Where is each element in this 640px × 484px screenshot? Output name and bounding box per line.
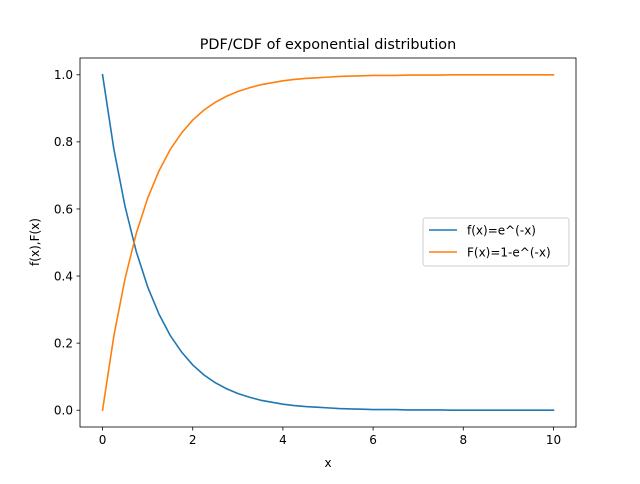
x-axis-label: x xyxy=(324,456,331,470)
y-tick-label: 0.0 xyxy=(54,404,73,418)
y-axis-label: f(x),F(x) xyxy=(28,218,42,266)
chart-title: PDF/CDF of exponential distribution xyxy=(200,37,457,53)
y-tick-label: 0.8 xyxy=(54,135,73,149)
y-tick-label: 0.6 xyxy=(54,202,73,216)
x-tick-label: 2 xyxy=(189,433,197,447)
series-line-1 xyxy=(101,73,555,412)
x-tick-label: 6 xyxy=(369,433,377,447)
x-tick-label: 8 xyxy=(459,433,467,447)
legend: f(x)=e^(-x) F(x)=1-e^(-x) xyxy=(422,217,570,267)
axes: 0 2 4 6 8 10 0.0 0.2 0.4 0.6 0.8 1.0 xyxy=(54,57,577,447)
x-tick-label: 4 xyxy=(279,433,287,447)
x-tick-label: 10 xyxy=(546,433,561,447)
y-tick-label: 0.2 xyxy=(54,336,73,350)
legend-label-1: f(x)=e^(-x) xyxy=(467,223,536,237)
y-tick-label: 0.4 xyxy=(54,269,73,283)
axes-frame xyxy=(79,57,577,428)
plot-area xyxy=(101,73,555,412)
legend-label-2: F(x)=1-e^(-x) xyxy=(467,245,551,259)
y-tick-label: 1.0 xyxy=(54,68,73,82)
x-tick-label: 0 xyxy=(99,433,107,447)
legend-box xyxy=(422,217,570,267)
series-line-2 xyxy=(101,73,555,412)
